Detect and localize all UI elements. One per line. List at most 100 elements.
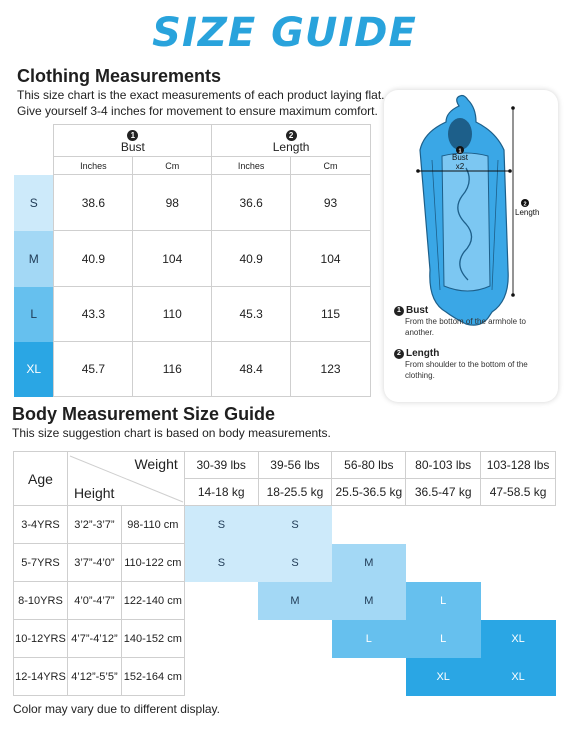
bust-column-header: 1 Bust [53,124,213,157]
bust-cm-cell: 98 [132,174,213,231]
body-measurement-table: Age Weight Height 30-39 lbs 39-56 lbs 56… [13,451,556,696]
weight-header-label: Weight [134,456,178,472]
size-cell: S [258,543,332,582]
table-row: 8-10YRS 4’0”-4’7” 122-140 cm M M L [13,581,556,620]
size-cell: M [258,581,332,620]
table-row: 3-4YRS 3’2”-3’7” 98-110 cm S S [13,505,556,544]
unit-header: Cm [132,156,213,175]
size-cell: L [331,619,406,658]
height-inches-cell: 3’7”-4’0” [66,543,122,582]
size-cell [258,658,332,696]
height-inches-cell: 4’0”-4’7” [66,581,122,620]
length-inches-cell: 48.4 [211,341,292,397]
height-cm-cell: 140-152 cm [120,619,185,658]
table-row: L 43.3 110 45.3 115 [14,286,371,342]
table-corner [14,125,54,157]
size-cell: M [331,543,406,582]
size-guide-title: SIZE GUIDE [152,10,417,56]
bust-badge-number: 1 [458,149,461,155]
size-cell: S [258,505,332,544]
size-label: XL [14,341,54,397]
length-figure-label: Length [515,208,539,217]
weight-lbs-header: 39-56 lbs [257,451,333,479]
bust-legend: 1 Bust From the bottom of the armhole to … [394,305,544,338]
length-cm-cell: 93 [290,174,371,231]
bust-figure-label: Bust [452,153,469,162]
table-row: M 40.9 104 40.9 104 [14,230,371,287]
height-cm-cell: 152-164 cm [120,657,185,696]
length-cm-cell: 123 [290,341,371,397]
length-inches-cell: 36.6 [211,174,292,231]
size-cell: XL [405,657,481,696]
bust-legend-title: Bust [406,305,429,316]
diagonal-divider [69,455,184,503]
weight-kg-header: 36.5-47 kg [405,478,482,506]
length-cm-cell: 104 [290,230,371,287]
unit-header: Cm [290,156,371,175]
unit-header: Inches [211,156,292,175]
size-cell [481,506,556,544]
clothing-measurements-table: 1 Bust 2 Length Inches Cm Inches Cm S 38… [14,124,371,397]
size-label: S [14,174,54,231]
length-inches-cell: 45.3 [211,286,292,342]
weight-lbs-header: 103-128 lbs [480,451,556,479]
body-subtitle: This size suggestion chart is based on b… [12,426,331,440]
bust-legend-number: 1 [394,306,404,316]
age-cell: 5-7YRS [13,543,68,582]
size-cell [481,582,556,620]
length-header-label: Length [272,139,310,154]
size-cell [258,620,332,658]
unit-header: Inches [53,156,134,175]
size-cell: M [331,581,406,620]
clothing-heading: Clothing Measurements [17,66,222,86]
age-cell: 12-14YRS [13,657,68,696]
size-cell [184,582,258,620]
length-legend: 2 Length From shoulder to the bottom of t… [394,348,544,381]
body-heading: Body Measurement Size Guide [12,404,276,424]
bust-header-label: Bust [120,139,145,154]
clothing-subtitle-line1: This size chart is the exact measurement… [17,88,385,102]
bust-inches-cell: 45.7 [53,341,134,397]
garment-figure-card: 1 Bust x2 2 Length [384,90,558,402]
bust-cm-cell: 110 [132,286,213,342]
size-cell [481,544,556,582]
size-cell [332,658,406,696]
age-cell: 3-4YRS [13,505,68,544]
table-row: S 38.6 98 36.6 93 [14,174,371,231]
height-inches-cell: 4’7”-4’12” [66,619,122,658]
bust-inches-cell: 40.9 [53,230,134,287]
age-cell: 8-10YRS [13,581,68,620]
size-cell [332,506,406,544]
size-cell: L [405,619,481,658]
height-inches-cell: 4’12”-5’5” [66,657,122,696]
bust-inches-cell: 38.6 [53,174,134,231]
length-legend-title: Length [406,348,440,359]
size-cell [184,620,258,658]
size-cell [406,544,481,582]
bust-number-badge: 1 [127,129,139,141]
bust-cm-cell: 116 [132,341,213,397]
weight-height-header: Weight Height [66,451,185,506]
age-header: Age [13,451,68,506]
weight-kg-header: 25.5-36.5 kg [331,478,407,506]
weight-lbs-header: 30-39 lbs [183,451,259,479]
bust-inches-cell: 43.3 [53,286,134,342]
weight-kg-header: 14-18 kg [183,478,259,506]
length-legend-description: From shoulder to the bottom of the cloth… [405,360,528,380]
table-row: 5-7YRS 3’7”-4’0” 110-122 cm S S M [13,543,556,582]
length-column-header: 2 Length [211,124,371,157]
bust-legend-description: From the bottom of the armhole to anothe… [405,317,526,337]
size-cell [406,506,481,544]
size-cell: L [405,581,481,620]
size-label: L [14,286,54,342]
table-row: XL 45.7 116 48.4 123 [14,341,371,397]
bust-multiplier: x2 [456,162,465,171]
length-inches-cell: 40.9 [211,230,292,287]
length-badge-number: 2 [523,202,526,208]
weight-lbs-header: 80-103 lbs [405,451,482,479]
table-row: 10-12YRS 4’7”-4’12” 140-152 cm L L XL [13,619,556,658]
height-cm-cell: 98-110 cm [120,505,185,544]
size-cell [184,658,258,696]
length-legend-number: 2 [394,349,404,359]
size-cell: S [184,505,259,544]
